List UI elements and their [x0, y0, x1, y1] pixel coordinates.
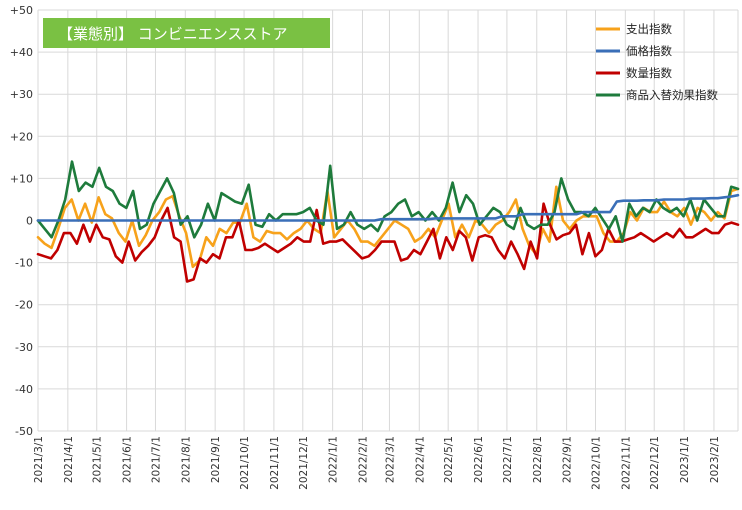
x-tick-label: 2022/7/1	[502, 436, 514, 483]
legend-entry: 数量指数	[626, 66, 672, 80]
y-tick-label: 0	[26, 215, 33, 228]
series-lines	[36, 160, 740, 283]
y-tick-label: +20	[10, 130, 33, 143]
x-tick-label: 2022/8/1	[532, 436, 544, 483]
y-tick-label: +50	[10, 4, 33, 17]
x-tick-label: 2023/2/1	[709, 436, 721, 483]
y-tick-label: +40	[10, 46, 33, 59]
x-axis-ticks: 2021/3/1 2021/4/1 2021/5/1 2021/6/1 2021/7/1…	[33, 436, 721, 490]
x-tick-label: 2022/10/1	[590, 436, 602, 490]
x-tick-label: 2022/11/1	[620, 436, 632, 490]
legend-entry: 商品入替効果指数	[626, 88, 718, 102]
x-tick-label: 2022/1/1	[328, 436, 340, 483]
series-line	[36, 160, 740, 243]
x-tick-label: 2021/3/1	[33, 436, 45, 483]
legend-entry: 支出指数	[626, 22, 672, 36]
x-tick-label: 2022/9/1	[562, 436, 574, 483]
series-line	[36, 193, 740, 222]
x-tick-label: 2021/4/1	[63, 436, 75, 483]
x-tick-label: 2022/2/1	[357, 436, 369, 483]
x-tick-label: 2021/5/1	[92, 436, 104, 483]
chart-title-box: 【業態別】 コンビニエンスストア	[43, 18, 330, 48]
x-tick-label: 2021/12/1	[298, 436, 310, 490]
x-tick-label: 2021/8/1	[180, 436, 192, 483]
y-tick-label: -40	[15, 383, 33, 396]
y-tick-label: -10	[15, 257, 33, 270]
x-tick-label: 2021/10/1	[239, 436, 251, 490]
x-tick-label: 2022/12/1	[649, 436, 661, 490]
x-tick-label: 2021/9/1	[210, 436, 222, 483]
y-axis-ticks: +50 +40 +30 +20 +10 0 -10 -20 -30 -40 -50	[10, 4, 33, 438]
y-tick-label: +10	[10, 172, 33, 185]
y-tick-label: -50	[15, 425, 33, 438]
x-tick-label: 2022/6/1	[473, 436, 485, 483]
x-tick-label: 2021/11/1	[269, 436, 281, 490]
x-tick-label: 2021/7/1	[150, 436, 162, 483]
legend-entry: 価格指数	[626, 44, 672, 58]
x-tick-label: 2022/5/1	[443, 436, 455, 483]
y-tick-label: +30	[10, 88, 33, 101]
x-tick-label: 2023/1/1	[679, 436, 691, 483]
y-tick-label: -20	[15, 299, 33, 312]
x-tick-label: 2022/3/1	[384, 436, 396, 483]
x-tick-label: 2021/6/1	[122, 436, 134, 483]
y-tick-label: -30	[15, 341, 33, 354]
chart-title-background	[43, 18, 330, 48]
x-tick-label: 2022/4/1	[414, 436, 426, 483]
chart-title: 【業態別】 コンビニエンスストア	[58, 25, 287, 43]
